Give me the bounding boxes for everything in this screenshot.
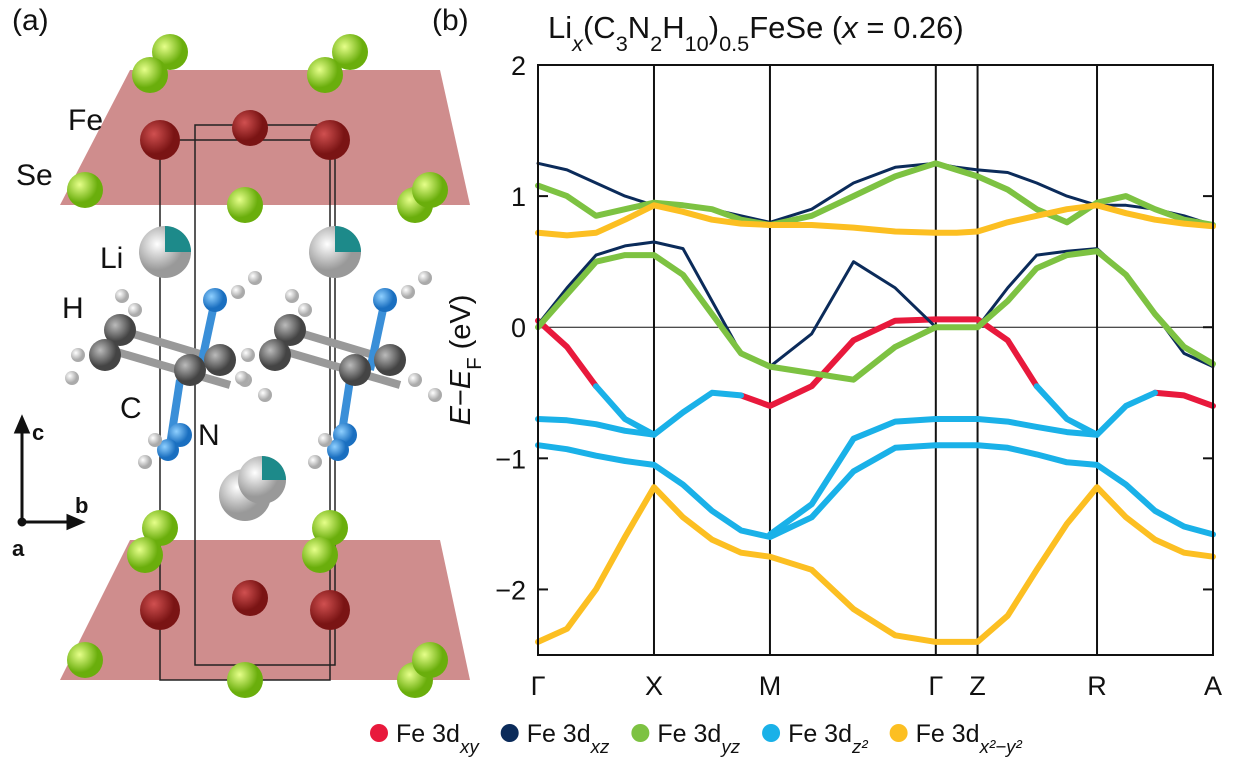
y-tick-label: 1 xyxy=(511,182,526,212)
axis-letter: a xyxy=(12,536,25,561)
x-tick-label: Γ xyxy=(928,671,943,701)
atom-label: H xyxy=(62,292,84,325)
atom-label: Fe xyxy=(68,104,103,137)
text-part: Fe 3d xyxy=(916,720,980,748)
panel-label: (a) xyxy=(12,4,49,37)
y-tick-label: −2 xyxy=(495,575,526,605)
text-part: E xyxy=(445,405,477,425)
y-tick-label: 2 xyxy=(511,51,526,81)
text-part: x²−y² xyxy=(979,736,1023,757)
text-part: x xyxy=(840,10,859,45)
axes-arrows xyxy=(16,418,82,528)
band-structure: (b) Lix(C3N2H10)0.5FeSe (x = 0.26)E−EF (… xyxy=(370,4,1222,757)
text-part: H xyxy=(662,10,684,45)
text-part: N xyxy=(628,10,650,45)
x-tick-label: R xyxy=(1087,671,1107,701)
text-part: Fe 3d xyxy=(396,720,460,748)
band-line xyxy=(538,445,1213,537)
text-part: = 0.26) xyxy=(858,10,964,45)
axis-letter: c xyxy=(32,420,44,445)
legend-marker xyxy=(890,724,908,742)
text-part: Li xyxy=(548,10,572,45)
text-part: xz xyxy=(590,736,610,757)
legend-label: Fe 3dyz xyxy=(657,720,740,757)
text-part: E xyxy=(445,369,477,389)
organic-molecules xyxy=(65,271,442,469)
text-part: (eV) xyxy=(445,295,477,358)
text-part: Fe 3d xyxy=(657,720,721,748)
legend-marker xyxy=(501,724,519,742)
text-part: 3 xyxy=(616,31,628,56)
y-tick-label: −1 xyxy=(495,444,526,474)
fese-layer xyxy=(60,540,470,680)
text-part: xy xyxy=(459,736,480,757)
text-part: 2 xyxy=(650,31,662,56)
legend-marker xyxy=(631,724,649,742)
legend-marker xyxy=(370,724,388,742)
legend-label: Fe 3dz² xyxy=(788,720,868,757)
text-part: FeSe ( xyxy=(749,10,843,45)
atom-label: Li xyxy=(100,242,123,275)
legend-marker xyxy=(762,724,780,742)
x-tick-label: A xyxy=(1204,671,1222,701)
crystal-structure: (a) Fe Se Li H C N c b a xyxy=(12,4,470,698)
atom-label: C xyxy=(120,392,142,425)
text-part: yz xyxy=(719,736,740,757)
band-line xyxy=(538,487,1213,642)
text-part: ) xyxy=(709,10,719,45)
text-part: 0.5 xyxy=(719,31,749,56)
text-part: 10 xyxy=(685,31,709,56)
x-tick-label: Z xyxy=(969,671,986,701)
li-atoms xyxy=(139,226,361,521)
x-tick-label: Γ xyxy=(531,671,546,701)
atom-label: N xyxy=(198,419,220,452)
band-line xyxy=(538,419,1097,534)
legend-label: Fe 3dxz xyxy=(527,720,610,757)
figure: (a) Fe Se Li H C N c b a (b) Lix(C3N2H10… xyxy=(0,0,1243,757)
chart-title: Lix(C3N2H10)0.5FeSe (x = 0.26) xyxy=(548,10,964,56)
panel-label: (b) xyxy=(432,4,469,37)
text-part: Fe 3d xyxy=(527,720,591,748)
axis-letter: b xyxy=(75,493,88,518)
band-line xyxy=(538,205,1213,235)
x-tick-label: M xyxy=(759,671,782,701)
x-tick-label: X xyxy=(645,671,663,701)
text-part: − xyxy=(445,389,477,406)
atom-label: Se xyxy=(16,159,53,192)
text-part: Fe 3d xyxy=(788,720,852,748)
band-line xyxy=(538,251,1213,380)
y-axis-label: E−EF (eV) xyxy=(445,295,486,426)
y-tick-label: 0 xyxy=(511,313,526,343)
text-part: z² xyxy=(851,736,868,757)
text-part: F xyxy=(464,357,486,369)
legend-label: Fe 3dxy xyxy=(396,720,480,757)
text-part: (C xyxy=(583,10,616,45)
legend-label: Fe 3dx²−y² xyxy=(916,720,1023,757)
